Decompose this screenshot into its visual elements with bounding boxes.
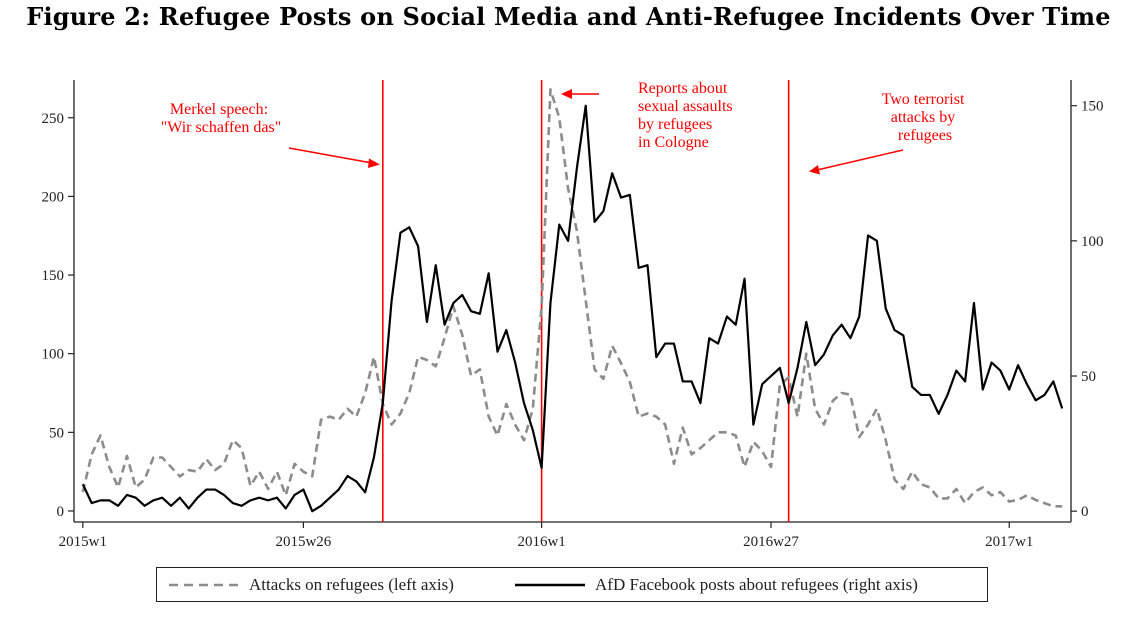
- left-tick-label: 200: [42, 189, 65, 205]
- annotation-terror-line-3: refugees: [898, 127, 952, 144]
- annotation-merkel-line-2: "Wir schaffen das": [161, 119, 282, 136]
- legend-swatch-afd-posts: [515, 583, 585, 587]
- right-tick-label: 100: [1081, 234, 1104, 250]
- series: [81, 88, 1064, 513]
- right-tick-label: 0: [1081, 504, 1089, 520]
- axes: 0 50 100 150 200 250 0 50 100 150 2015w1 2015w26 201…: [42, 80, 1104, 550]
- series-attacks-line: [81, 88, 1063, 508]
- legend: Attacks on refugees (left axis) AfD Face…: [156, 567, 988, 602]
- chart: 0 50 100 150 200 250 0 50 100 150 2015w1 2015w26 201…: [42, 80, 1104, 550]
- annotation-cologne-line-3: by refugees: [638, 116, 712, 133]
- figure-title: Figure 2: Refugee Posts on Social Media …: [26, 2, 1111, 31]
- annotation-terror: Two terrorist attacks by refugees: [882, 91, 969, 144]
- annotation-terror-arrowhead: [809, 165, 820, 175]
- annotation-cologne: Reports about sexual assaults by refugee…: [638, 80, 737, 151]
- right-tick-label: 50: [1081, 369, 1096, 385]
- annotation-merkel-arrowhead: [368, 158, 380, 168]
- x-tick-label: 2015w1: [59, 534, 107, 550]
- x-tick-label: 2015w26: [275, 534, 331, 550]
- annotation-terror-line-2: attacks by: [891, 109, 955, 126]
- left-tick-label: 100: [42, 347, 65, 363]
- right-tick-label: 150: [1081, 99, 1104, 115]
- series-afd-posts-line: [81, 104, 1064, 513]
- legend-item-attacks: Attacks on refugees (left axis): [169, 574, 454, 596]
- left-tick-label: 250: [42, 111, 65, 127]
- legend-item-afd-posts: AfD Facebook posts about refugees (right…: [515, 574, 918, 596]
- x-tick-label: 2016w1: [517, 534, 565, 550]
- legend-label-afd-posts: AfD Facebook posts about refugees (right…: [595, 575, 918, 594]
- legend-label-attacks: Attacks on refugees (left axis): [249, 575, 454, 594]
- annotation-merkel: Merkel speech: "Wir schaffen das": [161, 101, 282, 136]
- annotation-merkel-line-1: Merkel speech:: [170, 101, 268, 118]
- left-tick-label: 0: [57, 504, 65, 520]
- annotation-cologne-line-4: in Cologne: [638, 134, 709, 151]
- annotation-merkel-arrow: [288, 147, 373, 164]
- annotation-terror-arrow: [816, 149, 904, 171]
- left-tick-label: 50: [49, 425, 64, 441]
- left-tick-label: 150: [42, 268, 65, 284]
- annotation-cologne-arrowhead: [561, 89, 572, 99]
- annotation-terror-line-1: Two terrorist: [882, 91, 965, 108]
- legend-swatch-attacks: [169, 583, 239, 587]
- annotation-cologne-line-2: sexual assaults: [638, 98, 733, 115]
- annotations: Merkel speech: "Wir schaffen das" Report…: [161, 80, 969, 175]
- x-tick-label: 2017w1: [985, 534, 1033, 550]
- x-tick-label: 2016w27: [743, 534, 799, 550]
- annotation-cologne-line-1: Reports about: [638, 80, 728, 97]
